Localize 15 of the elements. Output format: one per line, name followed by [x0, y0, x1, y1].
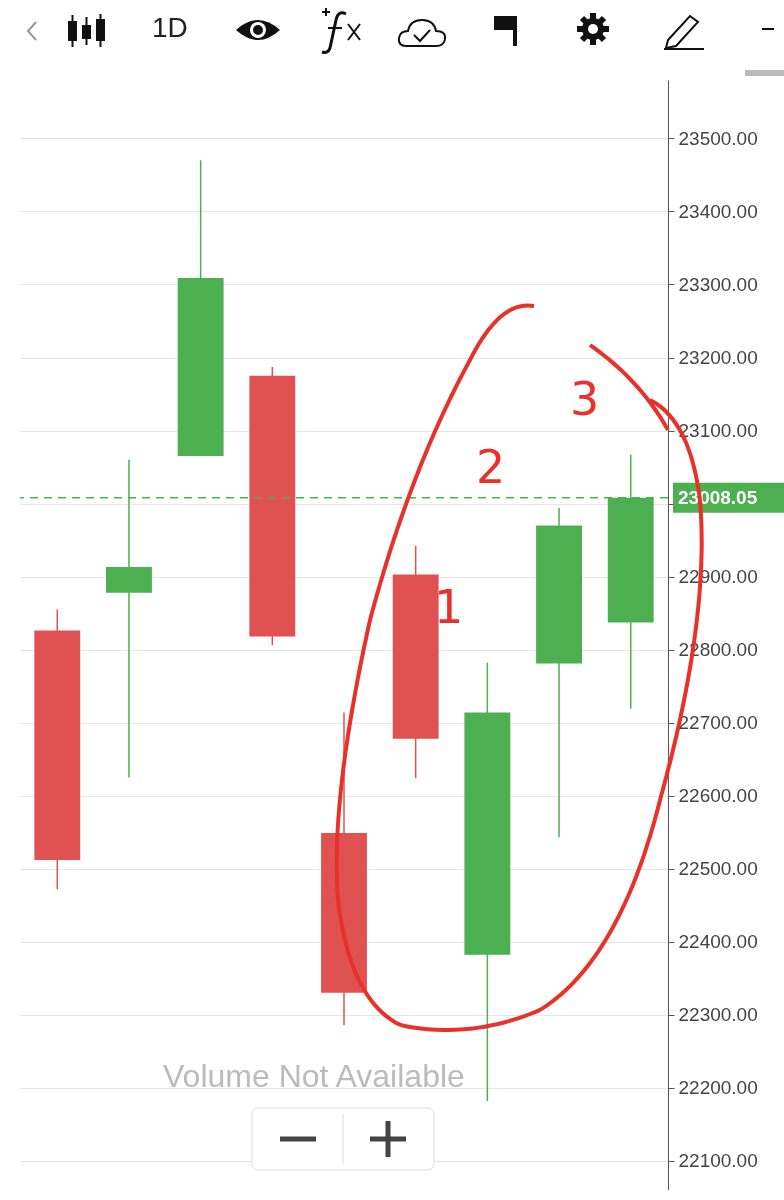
- annotation: Volume Not Available: [163, 1058, 465, 1095]
- y-tick-label: 22400.00: [678, 931, 758, 953]
- y-tick-label: 23500.00: [678, 127, 758, 149]
- y-tick-label: 23400.00: [678, 200, 758, 222]
- y-tick-label: 22200.00: [678, 1077, 758, 1099]
- y-tick-label: 23300.00: [678, 273, 758, 295]
- annotation: 3: [570, 372, 600, 426]
- annotation: 1: [434, 580, 464, 634]
- y-tick-label: 22300.00: [678, 1004, 758, 1026]
- y-tick-label: 23200.00: [678, 347, 758, 368]
- y-tick-label: 22100.00: [678, 1150, 758, 1172]
- text: 1D: [152, 12, 188, 44]
- y-tick-label: 22600.00: [678, 785, 758, 807]
- y-tick-label: 22500.00: [678, 858, 758, 880]
- annotation: 2: [476, 440, 506, 494]
